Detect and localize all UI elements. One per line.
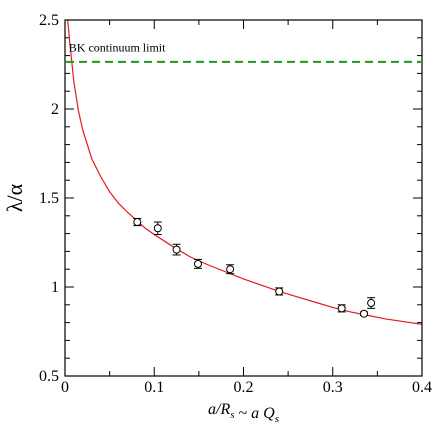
data-point <box>359 309 368 318</box>
axis-ticks <box>64 19 423 377</box>
x-tick-label: 0.3 <box>323 379 343 396</box>
data-point <box>337 304 346 313</box>
fit-curve <box>67 20 422 325</box>
annotations: BK continuum limit <box>69 41 166 55</box>
data-points-layer <box>133 217 376 318</box>
y-tick-label: 0.5 <box>39 368 59 385</box>
data-marker <box>172 245 181 254</box>
data-marker <box>193 259 202 268</box>
data-marker <box>367 299 376 308</box>
data-point <box>153 221 162 235</box>
data-point <box>133 217 142 227</box>
axis-labels: 0 0.1 0.2 0.3 0.4 0.5 1 1.5 2 2.5 a/Rs ~ a Qs λ/α <box>2 12 432 425</box>
data-point <box>193 258 202 269</box>
plot-frame <box>64 19 423 377</box>
data-marker <box>226 265 235 274</box>
data-marker <box>275 287 284 296</box>
y-tick-label: 1 <box>51 279 59 296</box>
data-point <box>367 297 376 309</box>
data-point <box>226 264 235 275</box>
y-tick-label: 2 <box>51 101 59 118</box>
y-tick-label: 1.5 <box>39 190 59 207</box>
fit-curve-layer <box>67 20 422 325</box>
x-tick-label: 0.4 <box>412 379 432 396</box>
x-tick-label: 0 <box>61 379 69 396</box>
data-point <box>275 287 284 296</box>
x-tick-label: 0.1 <box>144 379 164 396</box>
x-axis-label: a/Rs ~ a Qs <box>208 401 279 425</box>
bk-continuum-limit-label: BK continuum limit <box>69 41 166 55</box>
data-marker <box>337 304 346 313</box>
data-marker <box>133 218 142 227</box>
y-axis-label: λ/α <box>2 183 27 212</box>
x-tick-label: 0.2 <box>234 379 254 396</box>
data-marker <box>153 224 162 233</box>
y-tick-label: 2.5 <box>39 12 59 29</box>
data-point <box>172 243 181 256</box>
data-marker <box>359 309 368 318</box>
